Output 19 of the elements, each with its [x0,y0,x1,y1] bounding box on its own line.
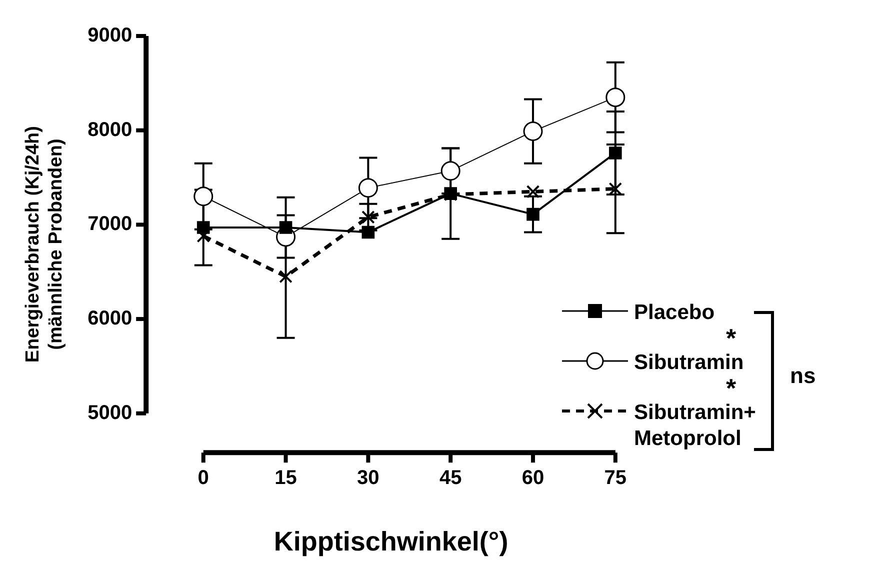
legend-label: Placebo [634,300,715,326]
x-tick-label: 75 [604,467,627,490]
x-tick-label: 45 [439,467,462,490]
x-tick-label: 15 [274,467,297,490]
x-tick-label: 30 [357,467,380,490]
y-tick-label: 7000 [88,213,132,236]
y-tick-label: 5000 [88,402,132,424]
x-tick-label: 0 [198,467,209,490]
y-axis-title: Energieverbrauch (Kj/24h) (männliche Probanden) [22,126,66,363]
y-tick-label: 8000 [88,118,132,141]
text: * [726,323,736,353]
x-axis-title: Kipptischwinkel(°) [274,526,508,556]
legend-label: Sibutramin [634,350,744,376]
legend-label: Sibutramin+ Metoprolol [634,400,756,452]
y-tick-label: 6000 [88,308,132,330]
text: ns [790,363,816,389]
x-tick-label: 60 [522,467,544,490]
y-tick-label: 9000 [88,24,132,47]
text: * [726,373,736,403]
